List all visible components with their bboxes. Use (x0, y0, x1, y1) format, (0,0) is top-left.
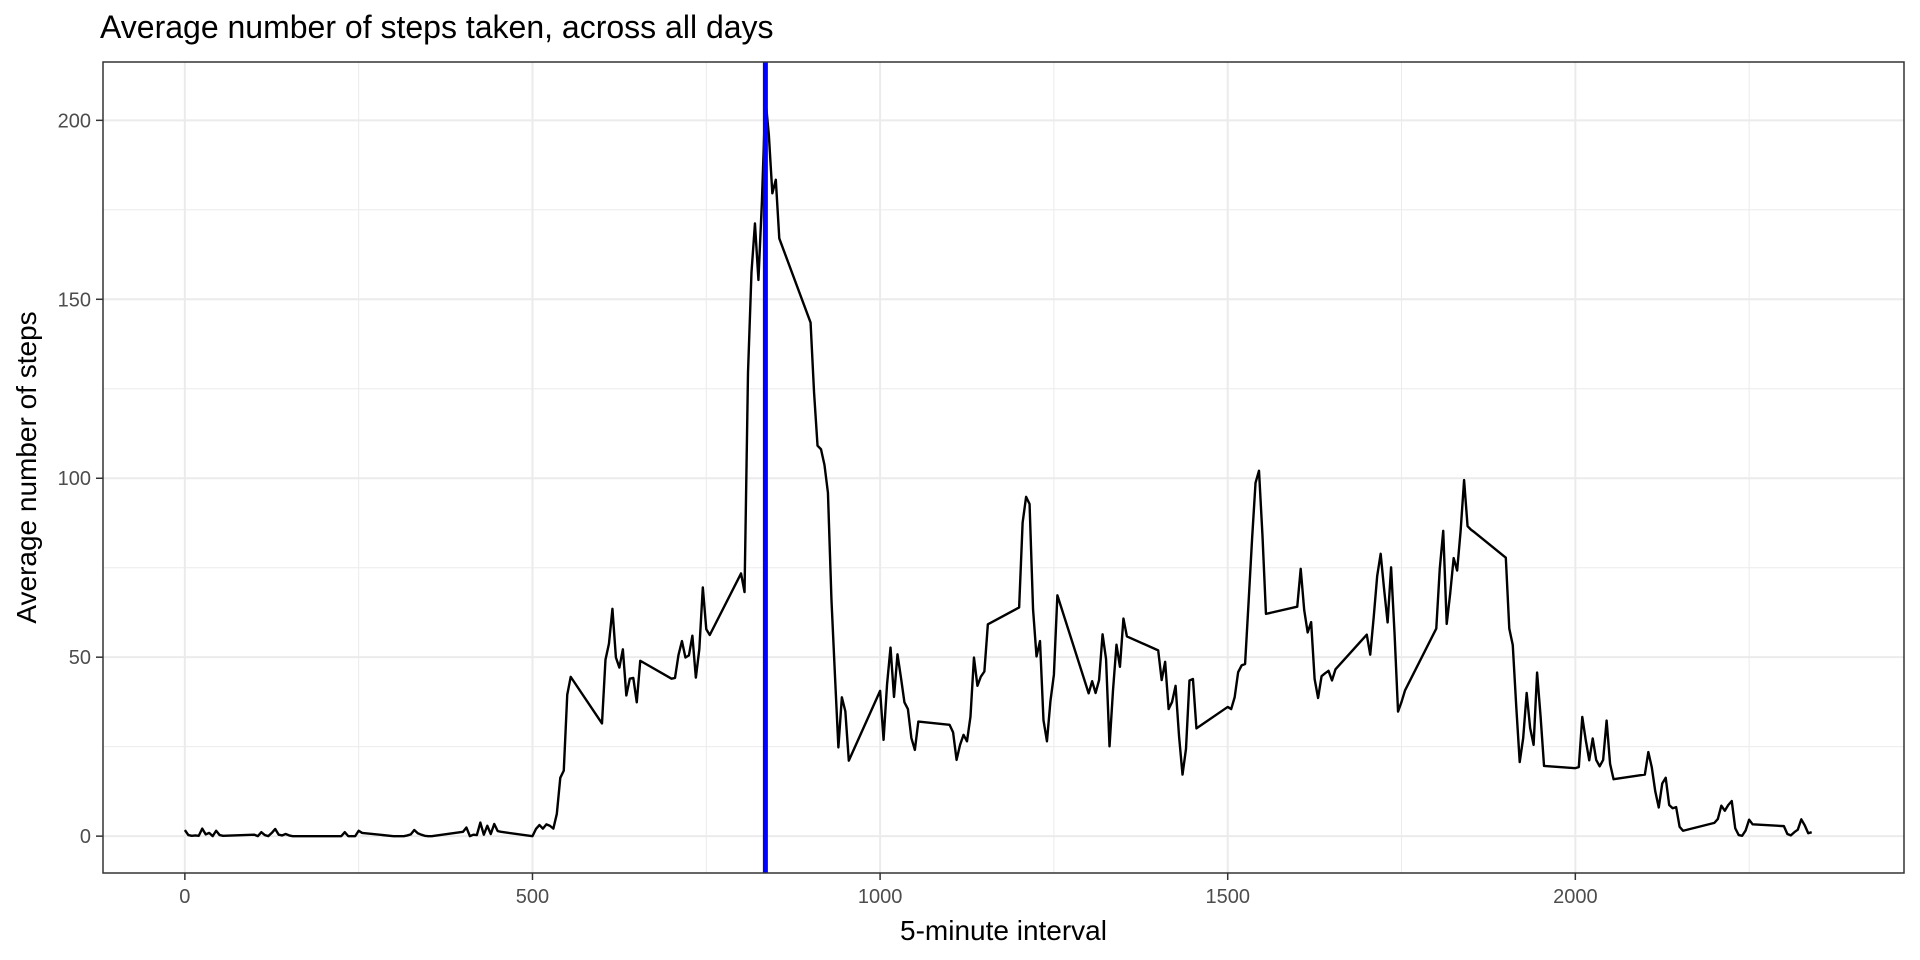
x-tick-label: 500 (516, 886, 549, 908)
panel-border (102, 61, 1905, 874)
series-layer (183, 96, 1813, 838)
x-tick-label: 0 (179, 886, 190, 908)
y-tick-label: 50 (69, 647, 91, 669)
panel-background (103, 62, 1904, 873)
chart-title: Average number of steps taken, across al… (100, 9, 774, 45)
y-axis-title: Average number of steps (11, 311, 42, 623)
y-tick-label: 0 (80, 826, 91, 848)
y-tick-label: 100 (58, 468, 91, 490)
y-tick-label: 200 (58, 110, 91, 132)
axes: 0 500 1000 1500 2000 0 50 100 150 200 (58, 110, 1598, 908)
y-tick-label: 150 (58, 289, 91, 311)
series-line (183, 96, 1813, 838)
x-tick-label: 1500 (1205, 886, 1250, 908)
x-axis-title: 5-minute interval (900, 915, 1107, 946)
gridlines (103, 62, 1904, 873)
plot-panel (102, 61, 1905, 874)
x-tick-label: 1000 (858, 886, 903, 908)
x-tick-label: 2000 (1553, 886, 1598, 908)
